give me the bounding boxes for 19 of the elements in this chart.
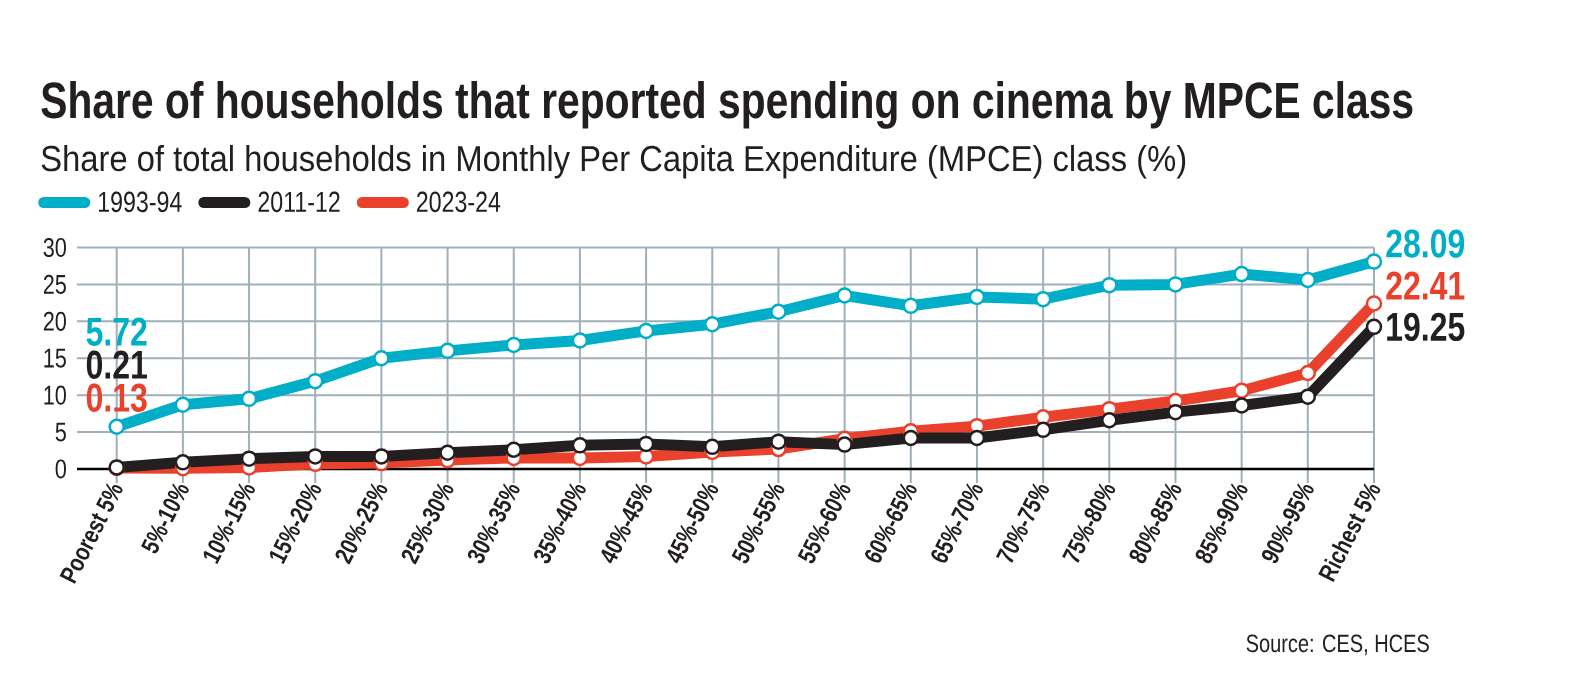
data-label: 22.41	[1386, 271, 1465, 300]
chart-subtitle: Share of total households in Monthly Per Capita Expenditure (MPCE) class (%)	[41, 144, 1186, 179]
data-label: 19.25	[1387, 312, 1465, 342]
data-label: 28.09	[1386, 229, 1465, 258]
data-label: 0.21	[86, 350, 147, 379]
y-tick-label: 10	[44, 385, 66, 405]
legend-label: 2011-12	[258, 191, 340, 213]
legend-label: 1993-94	[98, 191, 182, 213]
legend-label: 2023-24	[416, 191, 501, 213]
source-note: Source: CES, HCES	[1246, 634, 1429, 656]
y-tick-label: 20	[43, 311, 66, 331]
data-label: 0.13	[86, 383, 147, 412]
y-tick-label: 5	[55, 422, 66, 442]
chart-title: Share of households that reported spending on cinema by MPCE class	[41, 81, 1413, 129]
data-label: 5.72	[86, 317, 147, 346]
y-tick-label: 15	[44, 348, 66, 368]
y-tick-label: 25	[43, 274, 66, 294]
y-tick-label: 30	[43, 237, 66, 258]
y-tick-label: 0	[55, 459, 66, 479]
